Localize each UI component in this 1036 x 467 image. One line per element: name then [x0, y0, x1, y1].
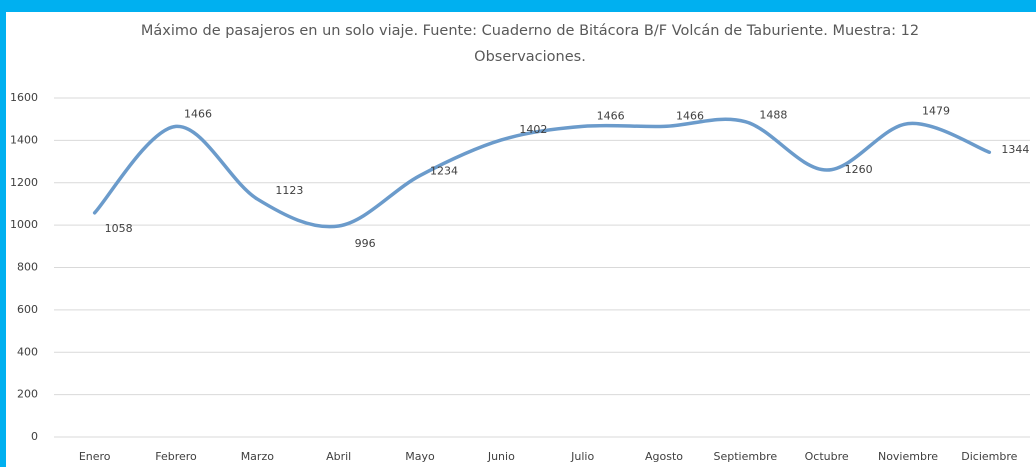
y-tick-label: 0 [31, 430, 38, 443]
y-tick-label: 1000 [10, 218, 38, 231]
x-tick-label: Agosto [645, 450, 683, 463]
x-tick-label: Junio [487, 450, 515, 463]
data-label: 996 [355, 237, 376, 250]
data-line [92, 117, 992, 229]
x-tick-label: Octubre [805, 450, 849, 463]
y-tick-label: 200 [17, 388, 38, 401]
y-tick-label: 400 [17, 345, 38, 358]
x-tick-label: Abril [326, 450, 351, 463]
chart-frame [6, 12, 1036, 467]
x-tick-label: Diciembre [961, 450, 1017, 463]
y-tick-label: 600 [17, 303, 38, 316]
y-tick-label: 1600 [10, 91, 38, 104]
x-tick-label: Marzo [241, 450, 275, 463]
y-tick-label: 1200 [10, 176, 38, 189]
x-tick-label: Julio [570, 450, 594, 463]
data-label: 1234 [430, 165, 458, 178]
data-label: 1466 [597, 109, 625, 122]
data-label: 1479 [922, 105, 950, 118]
chart-title: Máximo de pasajeros en un solo viaje. Fu… [140, 23, 920, 65]
x-tick-label: Septiembre [714, 450, 778, 463]
data-label: 1344 [1001, 143, 1029, 156]
x-tick-label: Noviembre [878, 450, 938, 463]
data-label: 1466 [184, 107, 212, 120]
y-tick-label: 800 [17, 261, 38, 274]
data-label: 1260 [845, 163, 873, 176]
data-label: 1466 [676, 109, 704, 122]
data-label: 1402 [519, 123, 547, 136]
data-label: 1123 [275, 184, 303, 197]
data-label: 1058 [105, 222, 133, 235]
x-tick-label: Mayo [405, 450, 435, 463]
x-tick-label: Febrero [155, 450, 197, 463]
data-label: 1488 [759, 109, 787, 122]
y-tick-label: 1400 [10, 133, 38, 146]
x-tick-label: Enero [79, 450, 111, 463]
